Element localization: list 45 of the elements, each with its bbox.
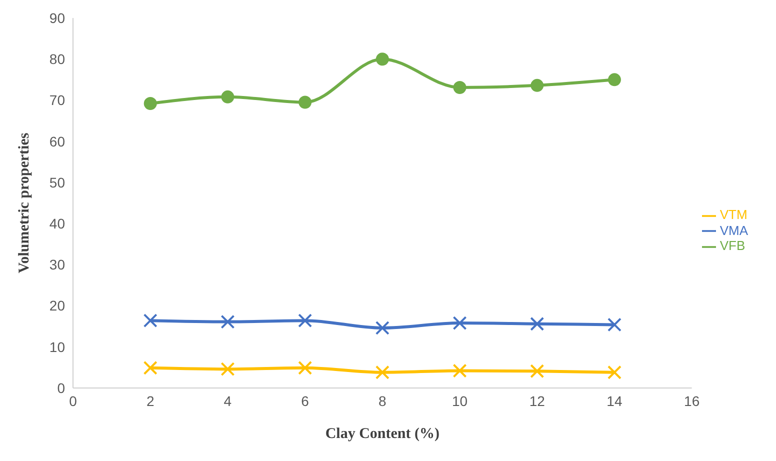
point <box>144 97 157 110</box>
y-tick-label: 0 <box>57 380 66 396</box>
y-tick-label: 40 <box>49 216 66 232</box>
point <box>607 318 622 332</box>
point <box>452 316 467 330</box>
point <box>220 314 235 329</box>
x-tick-label: 10 <box>452 392 468 409</box>
x-tick-label: 0 <box>69 392 78 409</box>
point <box>375 365 390 380</box>
point <box>530 78 544 92</box>
x-tick-label: 2 <box>146 392 154 409</box>
point <box>298 96 312 109</box>
y-tick-label: 20 <box>49 298 66 314</box>
y-tick-label: 50 <box>49 174 66 190</box>
point <box>143 360 158 375</box>
point <box>453 80 466 94</box>
y-axis-title: Volumetric properties <box>16 132 32 274</box>
point <box>376 52 389 66</box>
y-tick-label: 10 <box>49 338 66 355</box>
point <box>452 364 467 378</box>
point <box>220 362 235 376</box>
x-axis-title: Clay Content (%) <box>325 426 440 442</box>
point <box>221 90 234 104</box>
point <box>298 360 312 375</box>
y-tick-label: 60 <box>49 133 66 150</box>
x-tick-label: 4 <box>224 392 232 409</box>
x-tick-label: 12 <box>529 392 546 409</box>
y-tick-label: 80 <box>49 51 66 68</box>
y-tick-label: 30 <box>49 256 66 273</box>
x-tick-label: 16 <box>684 392 700 409</box>
legend-label: VTM <box>720 207 748 222</box>
legend-label: VFB <box>720 238 746 254</box>
point <box>607 365 622 380</box>
y-tick-label: 90 <box>49 10 66 26</box>
x-tick-label: 14 <box>606 392 622 409</box>
point <box>143 314 158 328</box>
legend-label: VMA <box>720 222 748 238</box>
y-tick-label: 70 <box>49 92 66 108</box>
point <box>298 314 312 328</box>
x-tick-label: 8 <box>378 392 387 409</box>
point <box>530 316 544 331</box>
point <box>375 320 390 335</box>
point <box>608 73 621 86</box>
x-tick-label: 6 <box>301 392 310 409</box>
point <box>530 364 544 378</box>
